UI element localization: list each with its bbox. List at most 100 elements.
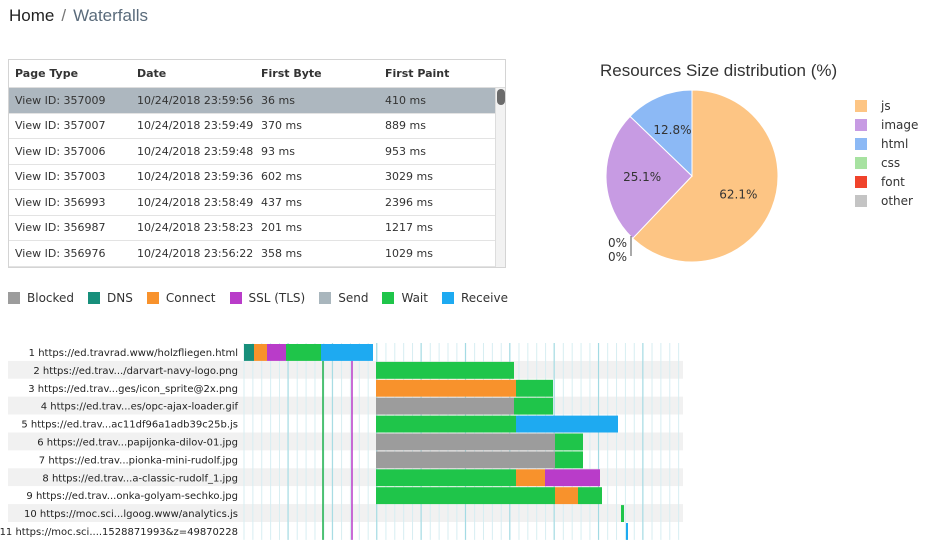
pie-chart: 62.1% 25.1% 12.8% 0%0% bbox=[605, 89, 779, 264]
waterfall-bar-wait[interactable] bbox=[621, 505, 624, 522]
waterfall-legend-label: Receive bbox=[460, 291, 508, 305]
waterfall-bar-wait[interactable] bbox=[376, 415, 516, 433]
waterfall-legend-swatch bbox=[146, 292, 159, 304]
column-header-first-paint[interactable]: First Paint bbox=[385, 67, 450, 80]
table-scrollbar[interactable] bbox=[495, 88, 505, 267]
cell-first-paint: 2396 ms bbox=[385, 195, 433, 209]
waterfall-row-bg bbox=[8, 522, 683, 540]
waterfall-legend-label: Send bbox=[338, 291, 369, 305]
waterfall-request-label[interactable]: 4 https://ed.trav...es/opc-ajax-loader.g… bbox=[41, 402, 239, 413]
waterfall-bar-wait[interactable] bbox=[555, 451, 583, 469]
legend-swatch-html bbox=[855, 137, 867, 150]
legend-item-other[interactable]: other bbox=[855, 191, 918, 210]
waterfall-legend-ssl-tls[interactable]: SSL (TLS) bbox=[229, 291, 306, 305]
waterfall-legend-send[interactable]: Send bbox=[319, 291, 368, 305]
table-row[interactable]: View ID: 356987 10/24/2018 23:58:23 201 … bbox=[9, 216, 497, 241]
waterfall-request-label[interactable]: 1 https://ed.travrad.www/holzfliegen.htm… bbox=[29, 348, 238, 359]
waterfall-legend-label: DNS bbox=[107, 291, 133, 305]
waterfall-legend-label: SSL (TLS) bbox=[248, 291, 306, 305]
legend-swatch-font bbox=[855, 175, 867, 188]
table-row[interactable]: View ID: 356976 10/24/2018 23:56:22 358 … bbox=[9, 241, 497, 267]
breadcrumb-current: Waterfalls bbox=[73, 6, 149, 25]
waterfall-bar-receive[interactable] bbox=[516, 415, 618, 433]
pie-slice-label-js: 62.1% bbox=[719, 188, 757, 202]
cell-first-byte: 36 ms bbox=[261, 93, 295, 107]
waterfall-request-label[interactable]: 6 https://ed.trav...papijonka-dilov-01.j… bbox=[37, 438, 238, 449]
waterfall-bar-blocked[interactable] bbox=[376, 451, 555, 469]
waterfall-bar-wait[interactable] bbox=[376, 469, 516, 487]
waterfall-bar-connect[interactable] bbox=[555, 487, 578, 505]
pie-slice-image[interactable] bbox=[605, 115, 693, 240]
waterfall-bar-connect[interactable] bbox=[376, 379, 516, 397]
cell-date: 10/24/2018 23:58:23 bbox=[137, 221, 254, 235]
waterfall-request-label[interactable]: 11 https://moc.sci....1528871993&z=49870… bbox=[0, 527, 238, 538]
waterfall-bar-dns[interactable] bbox=[244, 344, 254, 361]
breadcrumb: Home / Waterfalls bbox=[9, 6, 148, 26]
waterfall-bar-receive[interactable] bbox=[626, 523, 628, 540]
waterfall-bar-ssl-tls[interactable] bbox=[267, 344, 286, 361]
cell-page-type: View ID: 357007 bbox=[15, 119, 106, 133]
cell-first-paint: 3029 ms bbox=[385, 170, 433, 184]
waterfall-legend-label: Blocked bbox=[27, 291, 75, 305]
breadcrumb-separator: / bbox=[61, 6, 67, 25]
waterfall-bar-wait[interactable] bbox=[516, 379, 553, 397]
legend-item-font[interactable]: font bbox=[855, 172, 918, 191]
waterfall-request-label[interactable]: 3 https://ed.trav...ges/icon_sprite@2x.p… bbox=[28, 384, 238, 395]
waterfall-bar-ssl-tls[interactable] bbox=[545, 469, 600, 487]
waterfall-bar-wait[interactable] bbox=[578, 487, 602, 505]
waterfall-bar-blocked[interactable] bbox=[376, 433, 555, 451]
scrollbar-thumb[interactable] bbox=[497, 89, 505, 105]
pie-chart-title: Resources Size distribution (%) bbox=[600, 61, 838, 80]
waterfall-row-bg bbox=[8, 504, 683, 522]
waterfall-legend-receive[interactable]: Receive bbox=[441, 291, 508, 305]
waterfall-bar-wait[interactable] bbox=[555, 433, 583, 451]
cell-first-paint: 953 ms bbox=[385, 144, 426, 158]
waterfall-legend-connect[interactable]: Connect bbox=[146, 291, 216, 305]
cell-page-type: View ID: 356976 bbox=[15, 246, 106, 260]
legend-label: css bbox=[881, 155, 901, 170]
legend-item-css[interactable]: css bbox=[855, 153, 918, 172]
waterfall-bar-wait[interactable] bbox=[286, 344, 321, 361]
waterfall-bar-wait[interactable] bbox=[514, 397, 553, 415]
cell-page-type: View ID: 356987 bbox=[15, 221, 106, 235]
table-row[interactable]: View ID: 357003 10/24/2018 23:59:36 602 … bbox=[9, 165, 497, 190]
pie-slice-html[interactable] bbox=[629, 89, 693, 178]
waterfall-legend-swatch bbox=[441, 292, 454, 304]
cell-date: 10/24/2018 23:59:56 bbox=[137, 93, 254, 107]
cell-date: 10/24/2018 23:58:49 bbox=[137, 195, 254, 209]
cell-date: 10/24/2018 23:59:48 bbox=[137, 144, 254, 158]
table-row[interactable]: View ID: 357007 10/24/2018 23:59:49 370 … bbox=[9, 114, 497, 139]
pie-slice-label-html: 12.8% bbox=[653, 123, 691, 137]
waterfall-bar-wait[interactable] bbox=[376, 487, 555, 505]
waterfall-request-label[interactable]: 8 https://ed.trav...a-classic-rudolf_1.j… bbox=[42, 473, 238, 484]
table-row[interactable]: View ID: 356993 10/24/2018 23:58:49 437 … bbox=[9, 190, 497, 216]
waterfall-bar-connect[interactable] bbox=[254, 344, 267, 361]
legend-item-js[interactable]: js bbox=[855, 96, 918, 115]
waterfall-bar-connect[interactable] bbox=[516, 469, 545, 487]
cell-first-paint: 889 ms bbox=[385, 119, 426, 133]
column-header-page-type[interactable]: Page Type bbox=[15, 67, 79, 80]
waterfall-legend-blocked[interactable]: Blocked bbox=[8, 291, 74, 305]
column-header-first-byte[interactable]: First Byte bbox=[261, 67, 322, 80]
waterfall-request-label[interactable]: 2 https://ed.trav.../darvart-navy-logo.p… bbox=[33, 366, 238, 377]
legend-item-html[interactable]: html bbox=[855, 134, 918, 153]
waterfall-bar-receive[interactable] bbox=[321, 344, 373, 361]
waterfall-legend-wait[interactable]: Wait bbox=[382, 291, 428, 305]
table-row[interactable]: View ID: 357006 10/24/2018 23:59:48 93 m… bbox=[9, 139, 497, 165]
legend-label: image bbox=[881, 117, 919, 132]
column-header-date[interactable]: Date bbox=[137, 67, 167, 80]
waterfall-request-label[interactable]: 7 https://ed.trav...pionka-mini-rudolf.j… bbox=[39, 455, 238, 466]
waterfall-request-label[interactable]: 9 https://ed.trav...onka-golyam-sechko.j… bbox=[26, 491, 238, 502]
waterfall-bar-blocked[interactable] bbox=[376, 397, 514, 415]
breadcrumb-home-link[interactable]: Home bbox=[9, 6, 55, 25]
waterfall-request-label[interactable]: 5 https://ed.trav...ac11df96a1adb39c25b.… bbox=[21, 420, 238, 431]
table-row[interactable]: View ID: 357009 10/24/2018 23:59:56 36 m… bbox=[9, 88, 497, 114]
pie-slice-js[interactable] bbox=[632, 89, 779, 263]
waterfall-bar-wait[interactable] bbox=[376, 361, 514, 379]
cell-first-paint: 1217 ms bbox=[385, 221, 433, 235]
waterfall-request-label[interactable]: 10 https://moc.sci...lgoog.www/analytics… bbox=[24, 509, 238, 520]
waterfall-legend-dns[interactable]: DNS bbox=[88, 291, 133, 305]
table-body: View ID: 357009 10/24/2018 23:59:56 36 m… bbox=[9, 88, 505, 267]
cell-date: 10/24/2018 23:56:22 bbox=[137, 246, 254, 260]
legend-item-image[interactable]: image bbox=[855, 115, 918, 134]
